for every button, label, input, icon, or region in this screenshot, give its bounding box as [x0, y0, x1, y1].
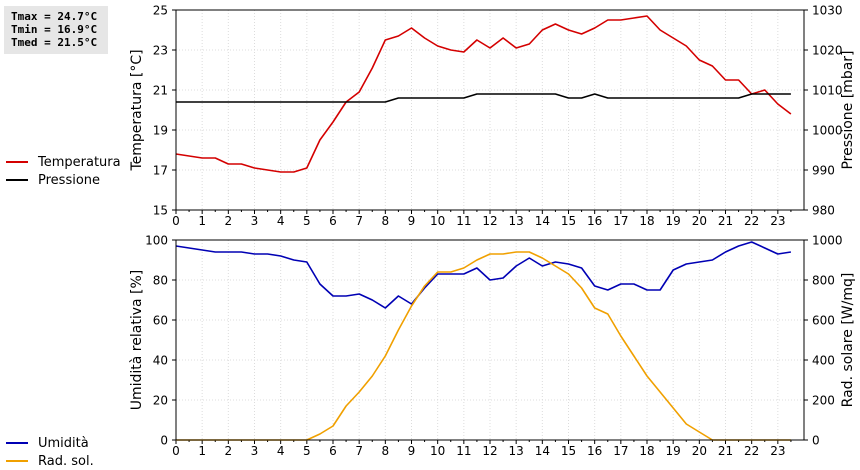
panel2-xtick-label: 18: [639, 444, 654, 458]
panel2-xtick-label: 22: [744, 444, 759, 458]
panel2-frame: [175, 239, 805, 441]
tmed-text: Tmed = 21.5°C: [11, 36, 98, 49]
panel1-xtick-label: 18: [639, 214, 654, 228]
panel1-series-temperatura: [175, 15, 792, 173]
panel2-xtick-label: 6: [329, 444, 337, 458]
panel1-xtick-label: 5: [303, 214, 311, 228]
panel2-xtick-label: 13: [509, 444, 524, 458]
panel2-y2tick-label: 800: [812, 274, 835, 288]
panel1-xtick-label: 20: [692, 214, 707, 228]
panel1-xtick-label: 8: [382, 214, 390, 228]
panel1-y2tick-label: 980: [812, 204, 835, 218]
legend-label-pressione: Pressione: [38, 172, 101, 188]
legend-item-umidita: Umidità: [6, 434, 94, 452]
panel1-xtick-label: 11: [456, 214, 471, 228]
panel1-ytick-label: 21: [153, 84, 168, 98]
tmin-text: Tmin = 16.9°C: [11, 23, 98, 36]
panel1-xtick-label: 19: [666, 214, 681, 228]
panel2-ytick-label: 80: [153, 274, 168, 288]
panel1-xtick-label: 7: [355, 214, 363, 228]
panel2-xtick-label: 20: [692, 444, 707, 458]
charts-canvas: 0 1 2 3 4 5 6 7 8 9 10 11 12 13 14 15 16 17 18 19 20 21 22 2315…: [129, 4, 856, 459]
panel2-xtick-label: 12: [482, 444, 497, 458]
panel1-xtick-label: 4: [277, 214, 285, 228]
panel2-xtick-label: 23: [770, 444, 785, 458]
panel1-ytick-label: 23: [153, 44, 168, 58]
panel1-xtick-label: 14: [535, 214, 550, 228]
panel1-xtick-label: 16: [587, 214, 602, 228]
panel2-xtick-label: 11: [456, 444, 471, 458]
panel2-xtick-label: 15: [561, 444, 576, 458]
panel2-xtick-label: 2: [225, 444, 233, 458]
legend-item-temperatura: Temperatura: [6, 153, 121, 171]
panel2-xtick-label: 3: [251, 444, 259, 458]
panel1-xtick-label: 3: [251, 214, 259, 228]
panel1-xtick-label: 17: [613, 214, 628, 228]
panel2-y2label: Rad. solare [W/mq]: [840, 273, 856, 408]
panel1-xtick-label: 2: [225, 214, 233, 228]
panel2-ytick-label: 60: [153, 314, 168, 328]
panel2-xtick-label: 7: [355, 444, 363, 458]
panel1-xtick-label: 6: [329, 214, 337, 228]
panel2-series-umidit: [175, 241, 792, 309]
panel1-xtick-label: 9: [408, 214, 416, 228]
panel2-ytick-label: 100: [145, 234, 168, 248]
legend-label-umidita: Umidità: [38, 435, 89, 451]
panel1-y2tick-label: 1000: [812, 124, 843, 138]
panel2-xtick-label: 4: [277, 444, 285, 458]
panel2-xtick-label: 17: [613, 444, 628, 458]
panel2-xtick-label: 1: [198, 444, 206, 458]
panel1-xtick-label: 23: [770, 214, 785, 228]
panel2-y2tick-label: 1000: [812, 234, 843, 248]
legend-swatch-temperatura: [6, 161, 28, 163]
panel1-y2tick-label: 1020: [812, 44, 843, 58]
panel2-xtick-label: 21: [718, 444, 733, 458]
panel1-y2tick-label: 1010: [812, 84, 843, 98]
panel1-xtick-label: 15: [561, 214, 576, 228]
panel2-ytick-label: 40: [153, 354, 168, 368]
panel2-ytick-label: 0: [160, 434, 168, 448]
panel2-xtick-label: 0: [172, 444, 180, 458]
legend-label-temperatura: Temperatura: [38, 154, 121, 170]
panel1-ytick-label: 17: [153, 164, 168, 178]
panel2-xtick-label: 5: [303, 444, 311, 458]
legend-swatch-pressione: [6, 179, 28, 181]
panel1-y2tick-label: 990: [812, 164, 835, 178]
panel2-ylabel: Umidità relativa [%]: [129, 270, 145, 411]
panel2-xtick-label: 16: [587, 444, 602, 458]
panel2-xtick-label: 8: [382, 444, 390, 458]
panel1-ylabel: Temperatura [°C]: [129, 49, 145, 171]
panel2-xtick-label: 14: [535, 444, 550, 458]
panel1-ytick-label: 15: [153, 204, 168, 218]
tmax-text: Tmax = 24.7°C: [11, 10, 98, 23]
panel1-xtick-label: 12: [482, 214, 497, 228]
panel1-series-pressione: [176, 93, 791, 103]
legend-swatch-umidita: [6, 442, 28, 444]
stats-box: Tmax = 24.7°C Tmin = 16.9°C Tmed = 21.5°…: [4, 6, 108, 54]
panel2-xtick-label: 9: [408, 444, 416, 458]
panel1-y2label: Pressione [mbar]: [840, 50, 856, 169]
panel2-y2tick-label: 0: [812, 434, 820, 448]
legend-top: Temperatura Pressione: [6, 153, 121, 189]
panel1-xtick-label: 21: [718, 214, 733, 228]
panel1-frame: [175, 9, 805, 211]
panel1-ytick-label: 19: [153, 124, 168, 138]
panel1-xtick-label: 13: [509, 214, 524, 228]
panel1-xtick-label: 0: [172, 214, 180, 228]
panel1-xtick-label: 22: [744, 214, 759, 228]
panel2-xtick-label: 10: [430, 444, 445, 458]
panel2-xtick-label: 19: [666, 444, 681, 458]
panel1-xtick-label: 1: [198, 214, 206, 228]
panel2-y2tick-label: 200: [812, 394, 835, 408]
panel2-ytick-label: 20: [153, 394, 168, 408]
panel1-y2tick-label: 1030: [812, 4, 843, 18]
legend-swatch-radsol: [6, 460, 28, 462]
panel2-y2tick-label: 600: [812, 314, 835, 328]
legend-item-pressione: Pressione: [6, 171, 121, 189]
panel1-ytick-label: 25: [153, 4, 168, 18]
panel2-y2tick-label: 400: [812, 354, 835, 368]
panel1-xtick-label: 10: [430, 214, 445, 228]
